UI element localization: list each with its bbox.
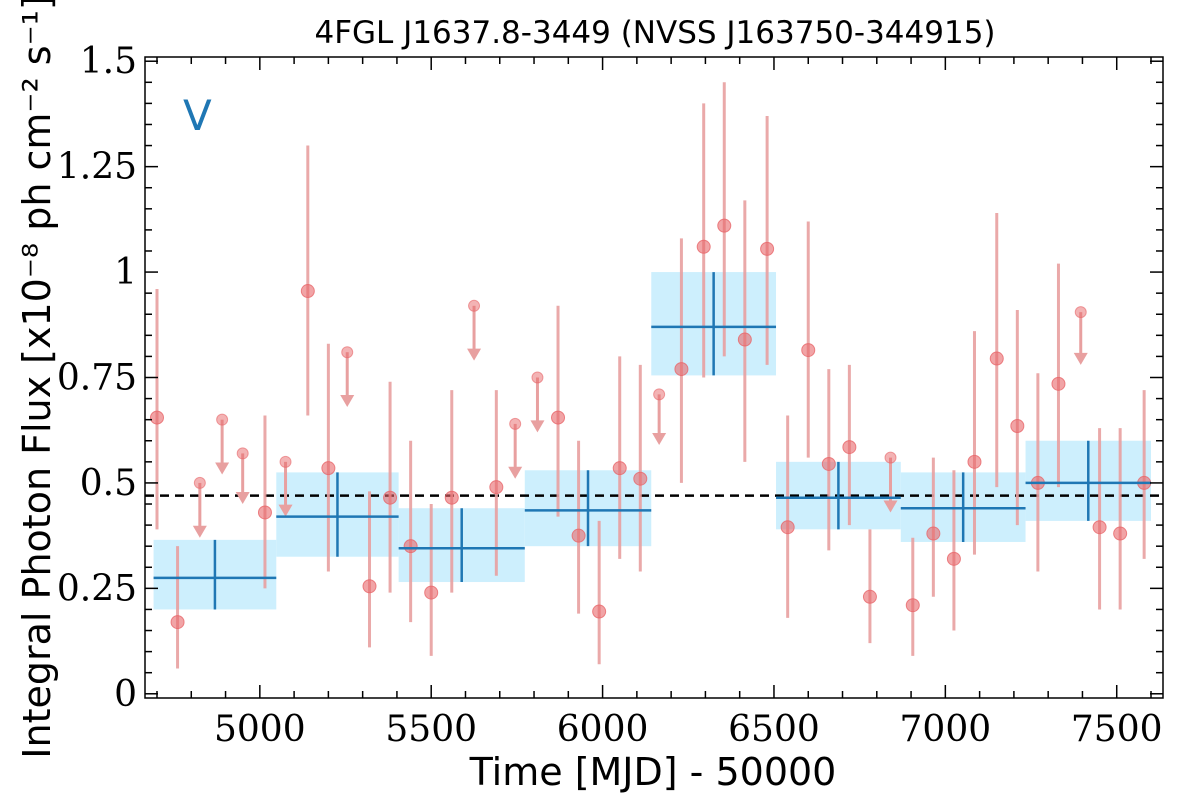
upper-limit-arrow-3 — [278, 504, 293, 517]
x-tick-label-1: 5500 — [385, 709, 477, 750]
detection-point-11 — [551, 410, 566, 425]
detection-point-8 — [424, 585, 439, 600]
upper-limit-point-4 — [341, 346, 354, 359]
x-axis-title: Time [MJD] - 50000 — [469, 750, 837, 794]
detection-point-26 — [905, 598, 920, 613]
x-tick-label-0: 5000 — [214, 709, 306, 750]
y-tick-label-5: 1.25 — [57, 147, 137, 188]
detection-point-5 — [362, 579, 377, 594]
detection-point-35 — [1113, 526, 1128, 541]
y-tick-label-0: 0 — [114, 674, 137, 715]
detection-point-27 — [926, 526, 941, 541]
detection-point-4 — [321, 461, 336, 476]
detection-point-25 — [862, 589, 877, 604]
detection-point-30 — [989, 351, 1004, 366]
detection-point-19 — [737, 332, 752, 347]
detection-point-10 — [489, 480, 504, 495]
upper-limit-point-2 — [236, 447, 249, 460]
upper-limit-arrow-4 — [340, 395, 355, 408]
detection-point-13 — [592, 604, 607, 619]
plot-frame — [144, 56, 1164, 699]
y-tick-label-1: 0.25 — [57, 568, 137, 609]
detection-point-14 — [612, 461, 627, 476]
detection-point-2 — [257, 505, 272, 520]
upper-limit-arrow-5 — [467, 348, 482, 361]
detection-point-33 — [1051, 376, 1066, 391]
upper-limit-arrow-10 — [1073, 352, 1088, 365]
y-tick-label-3: 0.75 — [57, 358, 137, 399]
detection-point-16 — [674, 362, 689, 377]
upper-limit-arrow-9 — [883, 500, 898, 513]
x-tick-label-5: 7500 — [1071, 709, 1163, 750]
upper-limit-point-10 — [1074, 306, 1087, 319]
detection-point-6 — [383, 490, 398, 505]
upper-limit-point-5 — [468, 299, 481, 312]
detection-point-22 — [801, 343, 816, 358]
detection-point-18 — [717, 218, 732, 233]
upper-limit-arrow-0 — [192, 525, 207, 538]
upper-limit-arrow-7 — [530, 420, 545, 433]
upper-limit-arrow-8 — [652, 432, 667, 445]
detection-point-24 — [842, 440, 857, 455]
detection-point-28 — [946, 551, 961, 566]
detection-point-3 — [300, 284, 315, 299]
plot-area — [145, 82, 1163, 669]
detection-point-15 — [633, 471, 648, 486]
detection-point-29 — [967, 454, 982, 469]
detection-point-7 — [403, 539, 418, 554]
upper-limit-point-9 — [884, 451, 897, 464]
detection-point-1 — [170, 615, 185, 630]
upper-limit-arrow-2 — [235, 492, 250, 505]
x-tick-label-4: 7000 — [900, 709, 992, 750]
axes: 5000 5500 6000 6500 7000 7500 0 0.25 0.5 0.75 1 1.2… — [57, 41, 1163, 750]
upper-limit-arrow-6 — [508, 466, 523, 479]
detection-point-17 — [696, 239, 711, 254]
upper-limit-point-3 — [279, 455, 292, 468]
detection-point-0 — [149, 410, 164, 425]
x-tick-label-3: 6500 — [728, 709, 820, 750]
detection-point-21 — [780, 520, 795, 535]
upper-limit-point-6 — [509, 417, 522, 430]
detection-point-31 — [1010, 418, 1025, 433]
panel-label: V — [183, 91, 212, 140]
upper-limit-arrow-1 — [215, 462, 230, 475]
detection-point-23 — [821, 456, 836, 471]
upper-limit-point-8 — [653, 388, 666, 401]
y-axis-title: Integral Photon Flux [x10⁻⁸ ph cm⁻² s⁻¹] — [15, 0, 59, 759]
upper-limit-point-1 — [216, 413, 229, 426]
detection-point-34 — [1092, 520, 1107, 535]
detection-point-20 — [760, 241, 775, 256]
chart-title: 4FGL J1637.8-3449 (NVSS J163750-344915) — [314, 15, 995, 51]
upper-limit-point-7 — [531, 371, 544, 384]
y-tick-label-6: 1.5 — [80, 41, 137, 82]
detection-point-12 — [571, 528, 586, 543]
y-tick-label-4: 1 — [114, 252, 137, 293]
upper-limit-point-0 — [193, 476, 206, 489]
y-tick-label-2: 0.5 — [80, 463, 137, 504]
x-tick-label-2: 6000 — [557, 709, 649, 750]
detection-point-9 — [444, 490, 459, 505]
